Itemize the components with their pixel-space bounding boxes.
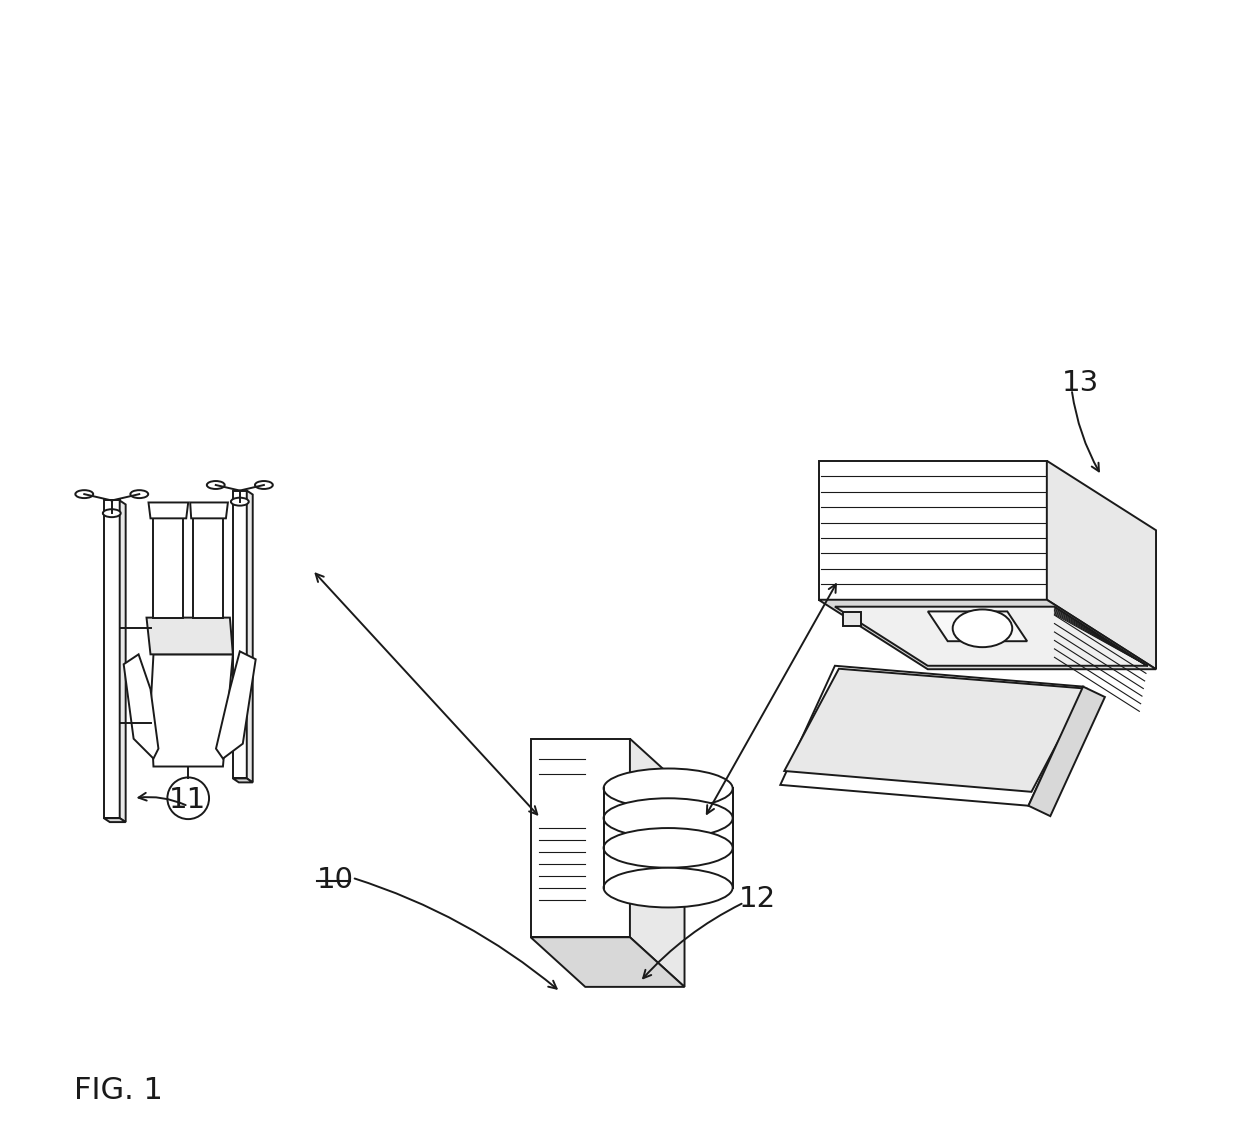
Ellipse shape [207,481,224,489]
Polygon shape [818,460,1047,599]
Polygon shape [630,739,684,987]
Polygon shape [1047,460,1156,670]
Polygon shape [124,655,159,759]
Polygon shape [780,666,1083,805]
Polygon shape [784,668,1086,792]
Polygon shape [1028,687,1105,817]
Polygon shape [247,491,253,783]
Ellipse shape [103,509,120,517]
Ellipse shape [130,490,149,498]
Ellipse shape [151,717,171,728]
Ellipse shape [604,768,733,809]
Ellipse shape [952,610,1012,647]
Text: 11: 11 [169,786,206,814]
Ellipse shape [604,798,733,838]
Ellipse shape [604,828,733,867]
Polygon shape [120,501,125,822]
Polygon shape [190,502,228,518]
Ellipse shape [151,622,171,633]
Polygon shape [150,655,233,767]
Ellipse shape [255,481,273,489]
Ellipse shape [604,867,733,907]
Ellipse shape [76,490,93,498]
Polygon shape [233,491,247,778]
Polygon shape [843,612,861,625]
Polygon shape [146,618,233,655]
Text: 13: 13 [1061,370,1099,397]
Polygon shape [233,778,253,783]
Polygon shape [154,518,184,618]
Polygon shape [531,938,684,987]
Polygon shape [818,599,1156,670]
Text: FIG. 1: FIG. 1 [74,1077,162,1105]
Text: 10: 10 [317,865,355,893]
Polygon shape [193,518,223,618]
Polygon shape [216,651,255,759]
Polygon shape [104,501,120,818]
Polygon shape [928,612,1027,641]
Polygon shape [104,818,125,822]
Text: 12: 12 [739,886,776,914]
Ellipse shape [167,777,210,819]
Ellipse shape [231,498,249,506]
Polygon shape [835,606,1147,666]
Polygon shape [149,502,188,518]
Polygon shape [531,739,630,938]
Polygon shape [604,788,733,888]
